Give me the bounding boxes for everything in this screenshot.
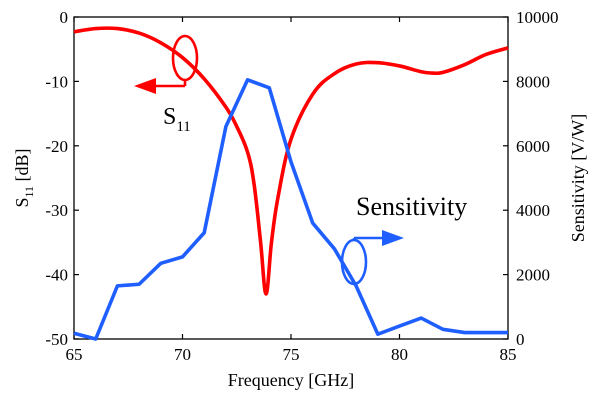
sensitivity-arrow-head	[382, 230, 404, 246]
right-y-tick-labels: 0 2000 4000 6000 8000 10000	[516, 8, 559, 349]
s11-series-line	[73, 26, 509, 296]
left-y-tick-label: -20	[45, 137, 68, 156]
left-y-tick-label: -50	[45, 330, 68, 349]
left-y-axis-title-sub: 11	[22, 186, 36, 198]
s11-arrow-head	[134, 78, 156, 94]
right-y-tick-label: 8000	[516, 72, 550, 91]
s11-annotation-main: S	[163, 104, 176, 130]
x-tick-label: 85	[500, 345, 517, 364]
right-y-tick-label: 4000	[516, 201, 550, 220]
s11-annotation: S11	[163, 104, 191, 135]
plot-area	[73, 16, 509, 340]
left-y-axis-title: S11 [dB]	[12, 148, 36, 207]
left-y-tick-label: -10	[45, 72, 68, 91]
x-tick-labels: 65 70 75 80 85	[66, 345, 517, 364]
left-y-axis-title-rest: [dB]	[12, 148, 32, 186]
left-y-tick-label: -30	[45, 201, 68, 220]
sensitivity-annotation: Sensitivity	[356, 192, 467, 221]
right-y-tick-label: 0	[516, 330, 525, 349]
right-y-tick-label: 2000	[516, 266, 550, 285]
x-tick-label: 70	[174, 345, 191, 364]
left-y-axis-title-main: S	[12, 198, 32, 208]
left-y-tick-label: -40	[45, 266, 68, 285]
sensitivity-series-line	[73, 77, 508, 341]
x-axis-title: Frequency [GHz]	[228, 370, 354, 390]
right-y-tick-label: 6000	[516, 137, 550, 156]
s11-annotation-sub: 11	[176, 119, 190, 135]
left-y-tick-label: 0	[60, 8, 69, 27]
series-lines	[73, 26, 509, 341]
right-y-axis-title: Sensitivity [V/W]	[568, 114, 588, 243]
x-tick-label: 65	[66, 345, 83, 364]
tick-marks	[73, 16, 509, 340]
x-tick-label: 75	[283, 345, 300, 364]
left-y-tick-labels: 0 -10 -20 -30 -40 -50	[45, 8, 68, 349]
right-y-tick-label: 10000	[516, 8, 559, 27]
x-tick-label: 80	[391, 345, 408, 364]
